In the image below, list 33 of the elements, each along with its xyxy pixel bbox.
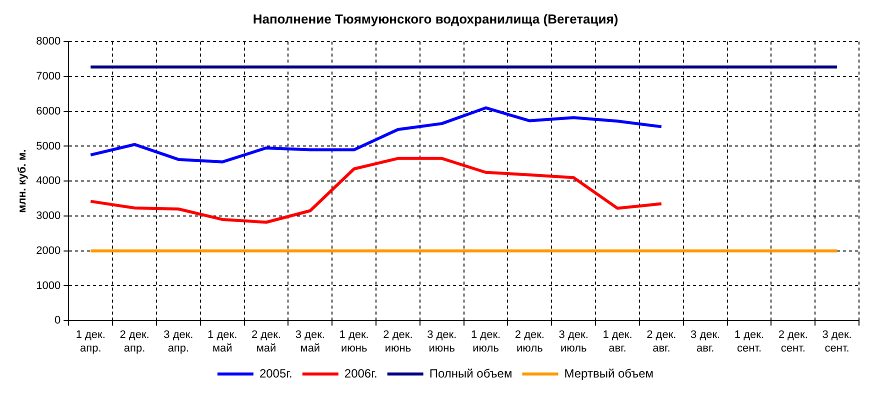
x-tick-label: 1 дек. сент. — [734, 329, 764, 354]
y-tick-label: 0 — [54, 314, 61, 327]
y-tick-label: 8000 — [36, 36, 61, 48]
y-tick-label: 7000 — [36, 70, 61, 83]
y-tick-label: 4000 — [36, 175, 61, 188]
x-tick-label: 1 дек. май — [208, 329, 238, 354]
x-tick-label: 3 дек. апр. — [164, 329, 194, 354]
chart-title: Наполнение Тюямуюнского водохранилища (Вегетация) — [252, 11, 618, 26]
y-tick-label: 2000 — [36, 244, 61, 257]
x-tick-label: 3 дек. июль — [558, 329, 588, 354]
y-tick-label: 1000 — [36, 280, 61, 292]
y-tick-label: 5000 — [36, 140, 61, 152]
x-tick-label: 2 дек. сент. — [778, 329, 808, 354]
y-axis-title: млн. куб. м. — [16, 149, 29, 213]
x-tick-label: 3 дек. июнь — [427, 329, 457, 354]
x-tick-label: 2 дек. июнь — [383, 329, 413, 354]
x-tick-label: 3 дек. май — [295, 329, 325, 354]
x-tick-label: 1 дек. июнь — [339, 329, 369, 354]
x-tick-label: 1 дек. июль — [470, 329, 501, 354]
y-tick-label: 3000 — [36, 210, 61, 222]
legend-label: Мертвый объем — [564, 366, 654, 380]
x-tick-label: 2 дек. апр. — [120, 329, 150, 354]
x-tick-label: 1 дек. апр. — [76, 329, 106, 354]
legend-label: Полный объем — [429, 366, 512, 380]
x-tick-label: 1 дек. авг. — [602, 329, 632, 354]
x-tick-label: 3 дек. сент. — [822, 329, 852, 354]
x-tick-label: 2 дек. авг. — [646, 329, 676, 354]
x-tick-label: 2 дек. июль — [514, 329, 544, 354]
legend-label: 2005г. — [259, 366, 292, 380]
x-tick-label: 2 дек. май — [251, 329, 282, 354]
x-tick-label: 3 дек. авг. — [690, 329, 720, 354]
y-tick-label: 6000 — [36, 105, 61, 118]
legend-label: 2006г. — [344, 366, 378, 380]
